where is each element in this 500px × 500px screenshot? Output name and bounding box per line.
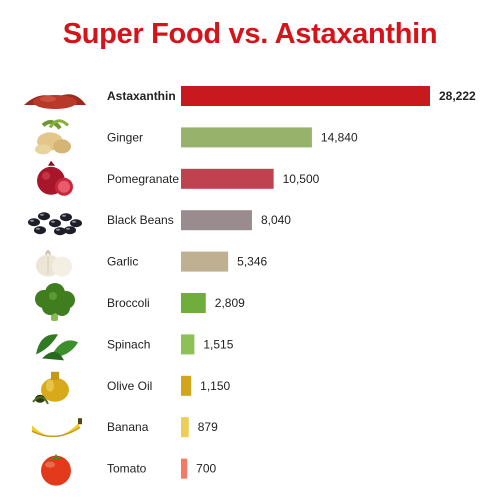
chart-title: Super Food vs. Astaxanthin: [62, 18, 438, 50]
pomegranate-icon: [37, 160, 73, 196]
spinach-icon: [36, 334, 78, 361]
tomato-icon: [41, 453, 71, 486]
bar: [181, 375, 192, 396]
category-label: Spinach: [107, 337, 150, 351]
bar: [181, 210, 252, 231]
category-label: Black Beans: [107, 213, 174, 227]
category-label: Ginger: [107, 130, 143, 144]
broccoli-icon: [35, 283, 75, 321]
value-label: 700: [196, 462, 216, 476]
value-label: 879: [198, 420, 218, 434]
bar: [181, 417, 189, 438]
bar: [181, 458, 188, 479]
category-label: Banana: [107, 420, 149, 434]
value-label: 2,809: [215, 296, 245, 310]
bar: [181, 251, 229, 272]
olive-oil-icon: [32, 371, 69, 405]
value-label: 8,040: [261, 213, 291, 227]
value-label: 1,515: [203, 337, 233, 351]
bar: [181, 127, 312, 148]
bar: [181, 293, 206, 313]
category-label: Broccoli: [107, 296, 150, 310]
value-label: 10,500: [283, 172, 320, 186]
category-label: Garlic: [107, 255, 138, 269]
garlic-icon: [36, 250, 72, 277]
category-label: Astaxanthin: [107, 89, 176, 103]
category-label: Olive Oil: [107, 379, 152, 393]
ginger-root-icon: [35, 119, 71, 155]
bar: [181, 86, 430, 106]
red-powder-icon: [24, 94, 86, 109]
category-label: Pomegranate: [107, 172, 179, 186]
bar: [181, 334, 195, 355]
value-label: 28,222: [439, 89, 476, 103]
black-beans-icon: [28, 212, 82, 236]
bar: [181, 168, 274, 189]
value-label: 5,346: [237, 255, 267, 269]
value-label: 14,840: [321, 130, 358, 144]
value-label: 1,150: [200, 379, 230, 393]
category-label: Tomato: [107, 462, 147, 476]
banana-icon: [31, 418, 82, 438]
